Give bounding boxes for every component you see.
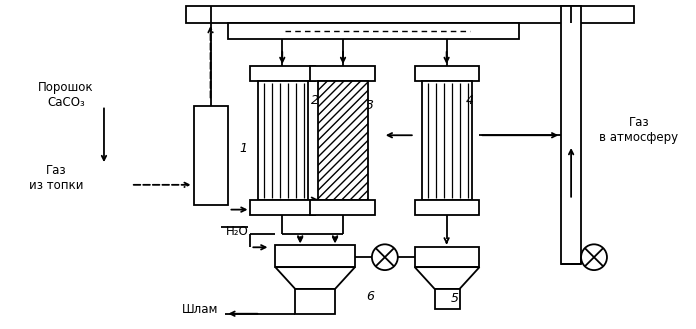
Text: 2: 2 <box>311 94 319 107</box>
Text: Шлам: Шлам <box>182 303 219 316</box>
Circle shape <box>581 244 607 270</box>
Bar <box>258 81 308 200</box>
Bar <box>415 200 480 215</box>
Bar <box>251 66 315 81</box>
Bar <box>276 245 355 267</box>
Text: 1: 1 <box>239 142 247 155</box>
Bar <box>415 66 480 81</box>
Text: Порошок
CaCO₃: Порошок CaCO₃ <box>38 81 94 109</box>
Text: 6: 6 <box>366 291 374 303</box>
Bar <box>193 106 228 205</box>
Circle shape <box>372 244 398 270</box>
Text: 5: 5 <box>450 292 459 305</box>
Bar <box>186 6 634 23</box>
Bar <box>310 66 375 81</box>
Bar <box>422 81 471 200</box>
Bar <box>435 289 459 309</box>
Text: Газ
из топки: Газ из топки <box>29 164 84 192</box>
Text: 3: 3 <box>366 99 374 112</box>
Bar <box>228 23 519 39</box>
Bar <box>251 200 315 215</box>
Bar <box>318 81 368 200</box>
Text: Газ
в атмосферу: Газ в атмосферу <box>599 116 679 144</box>
Bar <box>310 200 375 215</box>
Bar <box>561 6 581 264</box>
Text: H₂O: H₂O <box>226 225 248 238</box>
Polygon shape <box>415 267 480 289</box>
Bar <box>295 289 335 314</box>
Bar <box>415 247 480 267</box>
Text: 4: 4 <box>466 94 473 107</box>
Polygon shape <box>276 267 355 289</box>
